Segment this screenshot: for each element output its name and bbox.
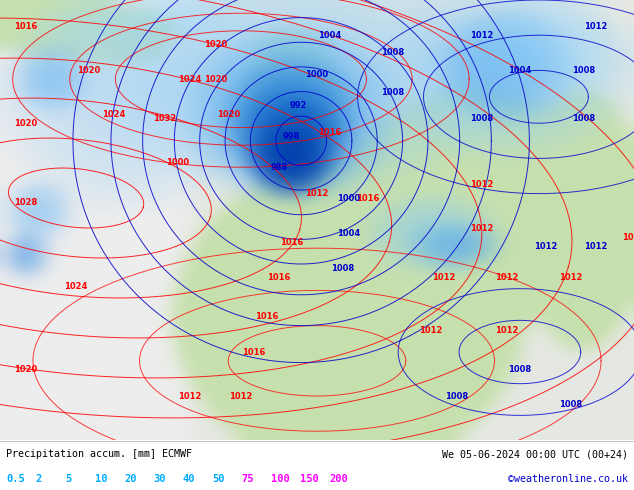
Text: We 05-06-2024 00:00 UTC (00+24): We 05-06-2024 00:00 UTC (00+24) [442, 449, 628, 459]
Text: 1000: 1000 [306, 70, 328, 79]
Text: 5: 5 [65, 474, 72, 484]
Text: 1008: 1008 [508, 365, 531, 374]
Text: 1016: 1016 [14, 22, 37, 31]
Text: 1012: 1012 [179, 392, 202, 400]
Text: 2: 2 [36, 474, 42, 484]
Text: 1024: 1024 [179, 74, 202, 84]
Text: 1012: 1012 [470, 180, 493, 189]
Text: 200: 200 [330, 474, 349, 484]
Text: 1012: 1012 [496, 325, 519, 335]
Text: 1016: 1016 [255, 312, 278, 321]
Text: 0.5: 0.5 [6, 474, 25, 484]
Text: 1020: 1020 [204, 74, 227, 84]
Text: 1012: 1012 [470, 31, 493, 40]
Text: 10: 10 [94, 474, 107, 484]
Text: 998: 998 [283, 132, 301, 141]
Text: 1000: 1000 [166, 158, 189, 167]
Text: 1016: 1016 [356, 194, 379, 202]
Text: 1024: 1024 [65, 282, 87, 291]
Text: 1008: 1008 [559, 400, 582, 409]
Text: 1012: 1012 [432, 273, 455, 282]
Text: 992: 992 [289, 101, 307, 110]
Text: 40: 40 [183, 474, 195, 484]
Text: 1012: 1012 [585, 22, 607, 31]
Text: 1024: 1024 [103, 110, 126, 119]
Text: 150: 150 [301, 474, 319, 484]
Text: 1020: 1020 [14, 365, 37, 374]
Text: 1008: 1008 [382, 49, 404, 57]
Text: 1028: 1028 [14, 198, 37, 207]
Text: 100: 100 [271, 474, 290, 484]
Text: ©weatheronline.co.uk: ©weatheronline.co.uk [508, 474, 628, 484]
Text: 1004: 1004 [337, 229, 360, 238]
Text: 1012: 1012 [470, 224, 493, 233]
Text: 1016: 1016 [268, 273, 290, 282]
Text: 1004: 1004 [318, 31, 341, 40]
Text: 1012: 1012 [534, 242, 557, 251]
Text: 1020: 1020 [77, 66, 100, 75]
Text: 1012: 1012 [230, 392, 252, 400]
Text: 1000: 1000 [337, 194, 360, 202]
Text: 1004: 1004 [508, 66, 531, 75]
Text: 988: 988 [270, 163, 288, 172]
Text: 20: 20 [124, 474, 136, 484]
Text: 1008: 1008 [572, 66, 595, 75]
Text: 1012: 1012 [585, 242, 607, 251]
Text: 1012: 1012 [559, 273, 582, 282]
Text: 1016: 1016 [280, 238, 303, 246]
Text: 1008: 1008 [382, 88, 404, 97]
Text: 30: 30 [153, 474, 166, 484]
Text: Precipitation accum. [mm] ECMWF: Precipitation accum. [mm] ECMWF [6, 449, 192, 459]
Text: 1008: 1008 [331, 264, 354, 273]
Text: 75: 75 [242, 474, 254, 484]
Text: 1020: 1020 [14, 119, 37, 128]
Text: 1020: 1020 [204, 40, 227, 49]
Text: 1020: 1020 [217, 110, 240, 119]
Text: 1008: 1008 [470, 114, 493, 123]
Text: 1016: 1016 [318, 127, 341, 137]
Text: 1012: 1012 [496, 273, 519, 282]
Text: 1008: 1008 [572, 114, 595, 123]
Text: 1008: 1008 [445, 392, 468, 400]
Text: 1012: 1012 [623, 233, 634, 242]
Text: 1012: 1012 [420, 325, 443, 335]
Text: 50: 50 [212, 474, 224, 484]
Text: 1016: 1016 [242, 347, 265, 357]
Text: 1012: 1012 [306, 189, 328, 198]
Text: 1032: 1032 [153, 114, 176, 123]
